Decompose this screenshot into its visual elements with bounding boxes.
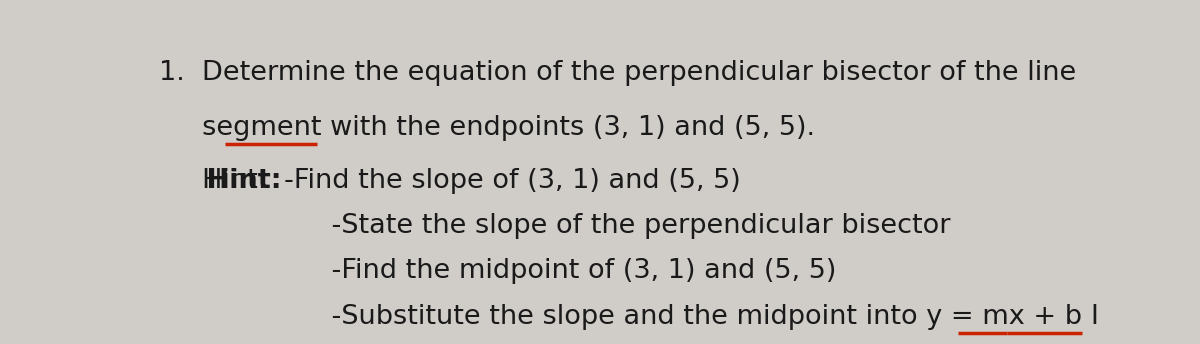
Text: segment with the endpoints (3, 1) and (5, 5).: segment with the endpoints (3, 1) and (5… [160, 116, 815, 141]
Text: -State the slope of the perpendicular bisector: -State the slope of the perpendicular bi… [160, 213, 950, 239]
Text: Hint:: Hint: [160, 169, 282, 194]
Text: -Substitute the slope and the midpoint into y = mx + b: -Substitute the slope and the midpoint i… [160, 303, 1082, 330]
Text: I: I [1091, 303, 1098, 330]
Text: -Find the midpoint of (3, 1) and (5, 5): -Find the midpoint of (3, 1) and (5, 5) [160, 258, 836, 284]
Text: 1.  Determine the equation of the perpendicular bisector of the line: 1. Determine the equation of the perpend… [160, 60, 1076, 86]
Text: Hint:  -Find the slope of (3, 1) and (5, 5): Hint: -Find the slope of (3, 1) and (5, … [160, 169, 742, 194]
